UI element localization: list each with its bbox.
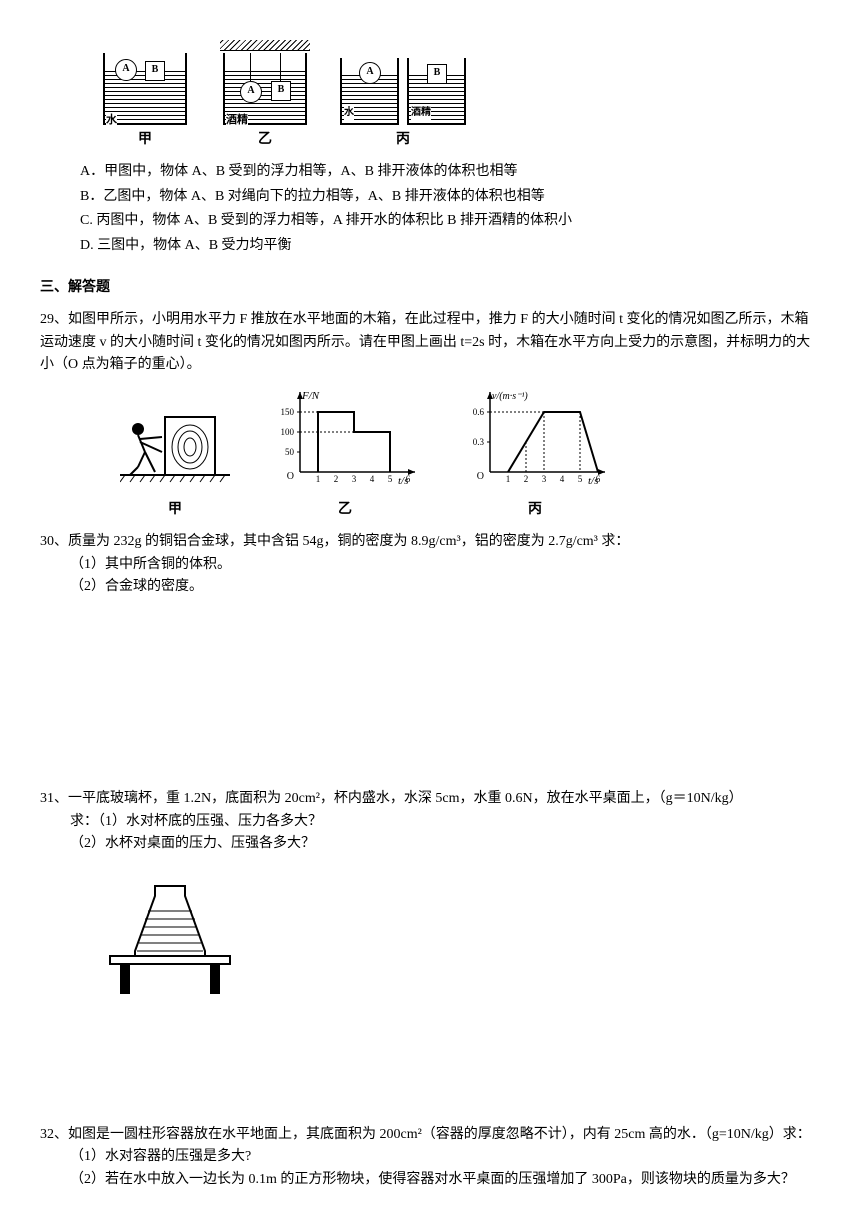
svg-text:0.6: 0.6 [473, 407, 485, 417]
q29-fig-jia: 甲 [120, 397, 230, 522]
q29-fig-yi: F/N t/s O 50 100 150 123 456 乙 [270, 387, 420, 522]
q28-options: A．甲图中，物体 A、B 受到的浮力相等，A、B 排开液体的体积也相等 B．乙图… [80, 161, 820, 257]
q32-text: 32、如图是一圆柱形容器放在水平地面上，其底面积为 200cm²（容器的厚度忽略… [40, 1127, 811, 1142]
svg-text:100: 100 [281, 427, 295, 437]
svg-text:5: 5 [388, 474, 393, 484]
q30-p1: （1）其中所含铜的体积。 [70, 554, 820, 576]
svg-text:5: 5 [578, 474, 583, 484]
q32-p1: （1）水对容器的压强是多大? [70, 1146, 820, 1168]
q32-p2: （2）若在水中放入一边长为 0.1m 的正方形物块，使得容器对水平桌面的压强增加… [70, 1169, 820, 1191]
object-A: A [240, 81, 262, 103]
figure-bing: A 水 B 酒精 丙 [340, 58, 466, 151]
object-B: B [271, 81, 291, 101]
q29-fig-bing: v/(m·s⁻¹) t/s O 0.3 0.6 123 456 丙 [460, 387, 610, 522]
svg-text:6: 6 [406, 474, 411, 484]
q31-p0: 求：（1）水对杯底的压强、压力各多大？ [70, 811, 820, 833]
section-3-title: 三、解答题 [40, 277, 820, 299]
option-D: D. 三图中，物体 A、B 受力均平衡 [80, 235, 820, 257]
q29-figures: 甲 F/N t/s O 50 100 150 123 456 乙 [120, 387, 820, 522]
svg-text:4: 4 [370, 474, 375, 484]
figure-yi: A B 酒精 乙 [220, 40, 310, 151]
q31-figure [100, 866, 820, 1004]
object-B: B [427, 64, 447, 84]
svg-text:6: 6 [596, 474, 601, 484]
question-30: 30、质量为 232g 的铜铝合金球，其中含铝 54g，铜的密度为 8.9g/c… [40, 531, 820, 598]
svg-text:2: 2 [334, 474, 339, 484]
svg-text:v/(m·s⁻¹): v/(m·s⁻¹) [492, 391, 528, 402]
question-29: 29、如图甲所示，小明用水平力 F 推放在水平地面的木箱，在此过程中，推力 F … [40, 309, 820, 376]
q31-p1: （2）水杯对桌面的压力、压强各多大？ [70, 833, 820, 855]
q30-p2: （2）合金球的密度。 [70, 576, 820, 598]
svg-text:3: 3 [542, 474, 547, 484]
q31-text: 31、一平底玻璃杯，重 1.2N，底面积为 20cm²，杯内盛水，水深 5cm，… [40, 791, 743, 806]
object-B: B [145, 61, 165, 81]
question-31: 31、一平底玻璃杯，重 1.2N，底面积为 20cm²，杯内盛水，水深 5cm，… [40, 788, 820, 855]
force-time-chart: F/N t/s O 50 100 150 123 456 [270, 387, 420, 487]
svg-text:F/N: F/N [301, 390, 320, 402]
object-A: A [359, 62, 381, 84]
velocity-time-chart: v/(m·s⁻¹) t/s O 0.3 0.6 123 456 [460, 387, 610, 487]
figure-jia: A B 水 甲 [100, 53, 190, 151]
object-A: A [115, 59, 137, 81]
buoyancy-figures: A B 水 甲 A B 酒精 乙 A 水 [100, 40, 820, 151]
q29-text: 29、如图甲所示，小明用水平力 F 推放在水平地面的木箱，在此过程中，推力 F … [40, 312, 810, 372]
caption-yi: 乙 [220, 129, 310, 151]
svg-text:4: 4 [560, 474, 565, 484]
svg-text:2: 2 [524, 474, 529, 484]
svg-text:O: O [287, 471, 294, 482]
option-B: B．乙图中，物体 A、B 对绳向下的拉力相等，A、B 排开液体的体积也相等 [80, 186, 820, 208]
q30-text: 30、质量为 232g 的铜铝合金球，其中含铝 54g，铜的密度为 8.9g/c… [40, 534, 629, 549]
option-C: C. 丙图中，物体 A、B 受到的浮力相等，A 排开水的体积比 B 排开酒精的体… [80, 210, 820, 232]
svg-text:3: 3 [352, 474, 357, 484]
caption-jia: 甲 [100, 129, 190, 151]
svg-text:O: O [477, 471, 484, 482]
question-32: 32、如图是一圆柱形容器放在水平地面上，其底面积为 200cm²（容器的厚度忽略… [40, 1124, 820, 1191]
svg-text:150: 150 [281, 407, 295, 417]
liquid-label-alcohol: 酒精 [226, 112, 248, 130]
svg-text:50: 50 [285, 447, 295, 457]
caption-bing: 丙 [340, 129, 466, 151]
svg-text:1: 1 [316, 474, 321, 484]
push-box-diagram [120, 397, 230, 487]
svg-text:1: 1 [506, 474, 511, 484]
option-A: A．甲图中，物体 A、B 受到的浮力相等，A、B 排开液体的体积也相等 [80, 161, 820, 183]
flask-on-table [100, 866, 240, 996]
liquid-label-water: 水 [106, 112, 117, 130]
svg-text:0.3: 0.3 [473, 437, 485, 447]
